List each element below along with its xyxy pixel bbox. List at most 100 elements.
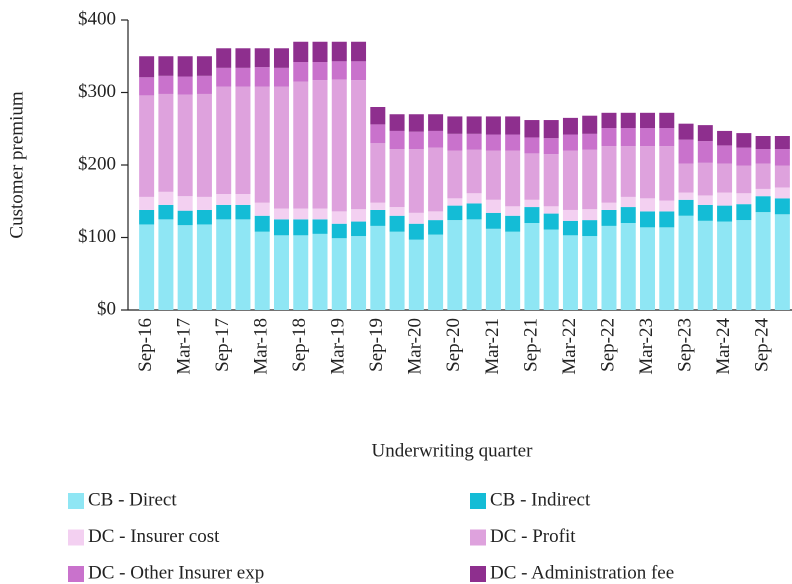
x-tick-label: Mar-17 [174,318,195,375]
bar-segment [216,204,232,220]
bar-segment [139,56,155,78]
bar-segment [351,209,367,222]
bar-segment [196,75,212,94]
bar-segment [659,227,675,310]
bar-segment [196,93,212,197]
bar-segment [736,165,752,194]
x-tick-label: Sep-19 [366,318,387,372]
bar-segment [736,193,752,205]
bar-segment [640,112,656,129]
bar-segment [235,67,251,87]
bar-segment [774,136,790,150]
bar-segment [505,150,521,207]
bar-segment [312,208,328,220]
x-tick-label: Sep-16 [135,318,156,372]
bar-segment [273,86,289,209]
bar-segment [582,115,598,134]
bar-segment [466,133,482,150]
bar-segment [428,147,444,212]
bar-segment [485,150,501,200]
bar-segment [447,116,463,134]
bar-segment [254,202,270,216]
x-tick-label: Mar-21 [482,318,503,375]
bar-segment [697,141,713,163]
bar-segment [659,211,675,228]
bar-segment [582,236,598,310]
bar-segment [293,62,309,82]
bar-segment [177,210,193,226]
legend-swatch [470,493,486,509]
bar-segment [562,150,578,210]
bar-segment [428,114,444,131]
x-tick-label: Mar-20 [405,318,426,375]
bar-segment [736,204,752,221]
bar-segment [312,41,328,63]
bar-segment [177,94,193,197]
bar-segment [505,206,521,216]
bar-segment [543,138,559,155]
legend-swatch [68,566,84,582]
x-tick-label: Sep-20 [443,318,464,372]
bar-segment [524,137,540,154]
bar-segment [235,204,251,220]
bar-segment [235,86,251,194]
bar-segment [428,234,444,310]
bar-segment [216,48,232,68]
y-tick-label: $400 [78,8,116,29]
bar-segment [370,202,386,210]
legend-swatch [68,493,84,509]
y-tick-label: $0 [97,298,116,319]
bar-segment [774,214,790,310]
bar-segment [717,192,733,206]
x-axis-title: Underwriting quarter [372,440,534,461]
bar-segment [196,224,212,310]
bar-segment [389,130,405,150]
bar-segment [717,221,733,310]
bar-segment [158,219,174,310]
bar-segment [678,123,694,140]
bar-segment [562,220,578,236]
bar-segment [312,62,328,81]
bar-segment [755,188,771,197]
bar-segment [620,128,636,147]
bar-segment [370,143,386,203]
bar-segment [389,149,405,208]
bar-segment [601,146,617,203]
bar-segment [293,235,309,310]
bar-segment [485,116,501,135]
bar-segment [428,220,444,235]
bar-segment [177,76,193,95]
x-tick-label: Sep-18 [289,318,310,372]
bar-segment [582,133,598,150]
bar-segment [293,81,309,209]
bar-segment [254,231,270,310]
bar-segment [736,220,752,310]
bar-segment [717,145,733,164]
bar-segment [177,196,193,211]
bar-segment [293,208,309,220]
bar-segment [562,134,578,151]
legend-swatch [470,566,486,582]
legend-label: DC - Insurer cost [88,526,220,547]
bar-segment [620,207,636,223]
bar-segment [755,196,771,213]
bar-segment [408,212,424,224]
x-tick-label: Sep-22 [597,318,618,372]
bar-segment [659,146,675,201]
bar-segment [331,41,347,62]
bar-segment [774,165,790,188]
bar-segment [351,41,367,62]
bar-segment [505,134,521,151]
bar-segment [216,86,232,194]
x-tick-label: Mar-22 [559,318,580,375]
bar-segment [485,228,501,310]
bar-segment [370,209,386,226]
bar-segment [582,209,598,221]
bar-segment [312,219,328,234]
bar-segment [659,128,675,147]
bar-segment [717,130,733,146]
bar-segment [447,133,463,151]
bar-segment [620,223,636,310]
y-axis-title: Customer premium [6,91,27,238]
bar-segment [620,146,636,197]
